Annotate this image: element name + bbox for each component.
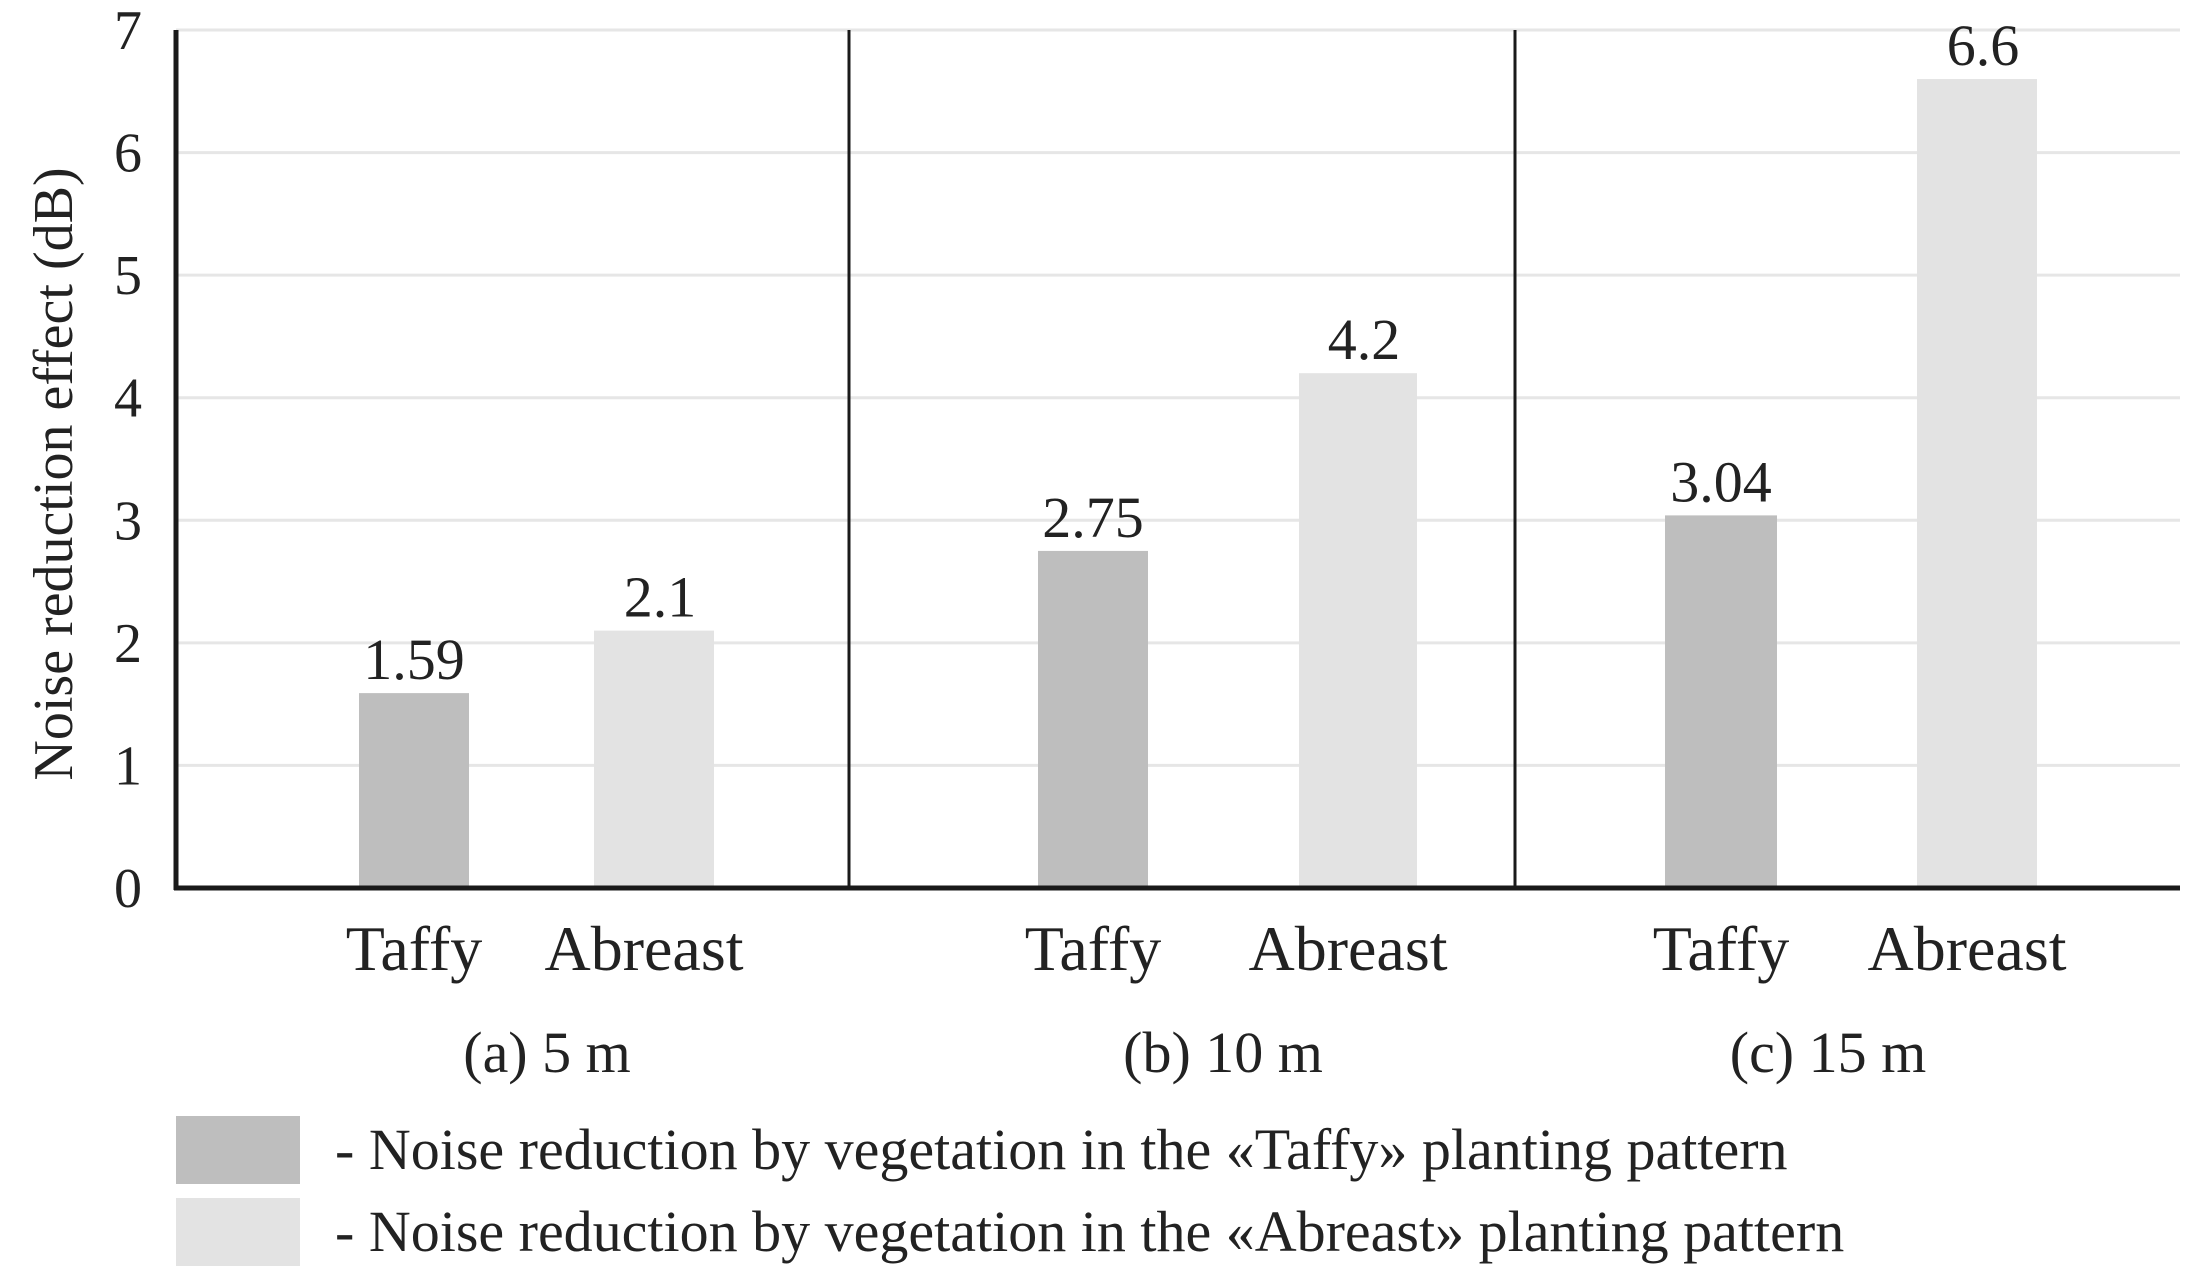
data-label: 1.59 (363, 627, 465, 692)
legend-label: - Noise reduction by vegetation in the «… (335, 1117, 1788, 1182)
bar-abreast (594, 630, 714, 888)
group-dividers (847, 30, 1517, 888)
group-label: (c) 15 m (1730, 1020, 1927, 1085)
chart-text: 0 1 2 3 4 5 6 7 Noise reduction effect (dB) 1.59 T… (23, 0, 2067, 1085)
y-tick-label: 5 (114, 245, 142, 307)
x-category-label: Abreast (1248, 913, 1447, 984)
legend-swatch-taffy (176, 1116, 300, 1184)
axes (173, 30, 2180, 891)
y-tick-label: 4 (114, 368, 142, 430)
y-axis-title: Noise reduction effect (dB) (23, 167, 85, 780)
y-tick-label: 2 (114, 613, 142, 675)
data-label: 4.2 (1328, 307, 1401, 372)
bar-abreast (1917, 79, 2037, 889)
bar-abreast (1299, 373, 1417, 888)
y-tick-label: 3 (114, 490, 142, 552)
x-category-label: Taffy (1653, 913, 1790, 984)
x-category-label: Taffy (1025, 913, 1162, 984)
y-tick-label: 7 (114, 0, 142, 62)
bars (359, 79, 2037, 889)
group-label: (b) 10 m (1123, 1020, 1323, 1085)
legend-swatch-abreast (176, 1198, 300, 1266)
y-tick-label: 1 (114, 735, 142, 797)
x-category-label: Abreast (1867, 913, 2066, 984)
x-category-label: Taffy (346, 913, 483, 984)
data-label: 6.6 (1947, 13, 2020, 78)
grid-lines (176, 28, 2180, 767)
legend: - Noise reduction by vegetation in the «… (176, 1116, 1844, 1266)
legend-label: - Noise reduction by vegetation in the «… (335, 1199, 1844, 1264)
bar-taffy (1665, 515, 1777, 888)
y-tick-label: 0 (114, 858, 142, 920)
group-label: (a) 5 m (463, 1020, 631, 1085)
data-label: 2.1 (624, 565, 697, 630)
data-label: 3.04 (1670, 449, 1772, 514)
x-category-label: Abreast (544, 913, 743, 984)
bar-taffy (359, 693, 469, 888)
bar-taffy (1038, 550, 1148, 888)
y-tick-label: 6 (114, 123, 142, 185)
data-label: 2.75 (1042, 485, 1144, 550)
